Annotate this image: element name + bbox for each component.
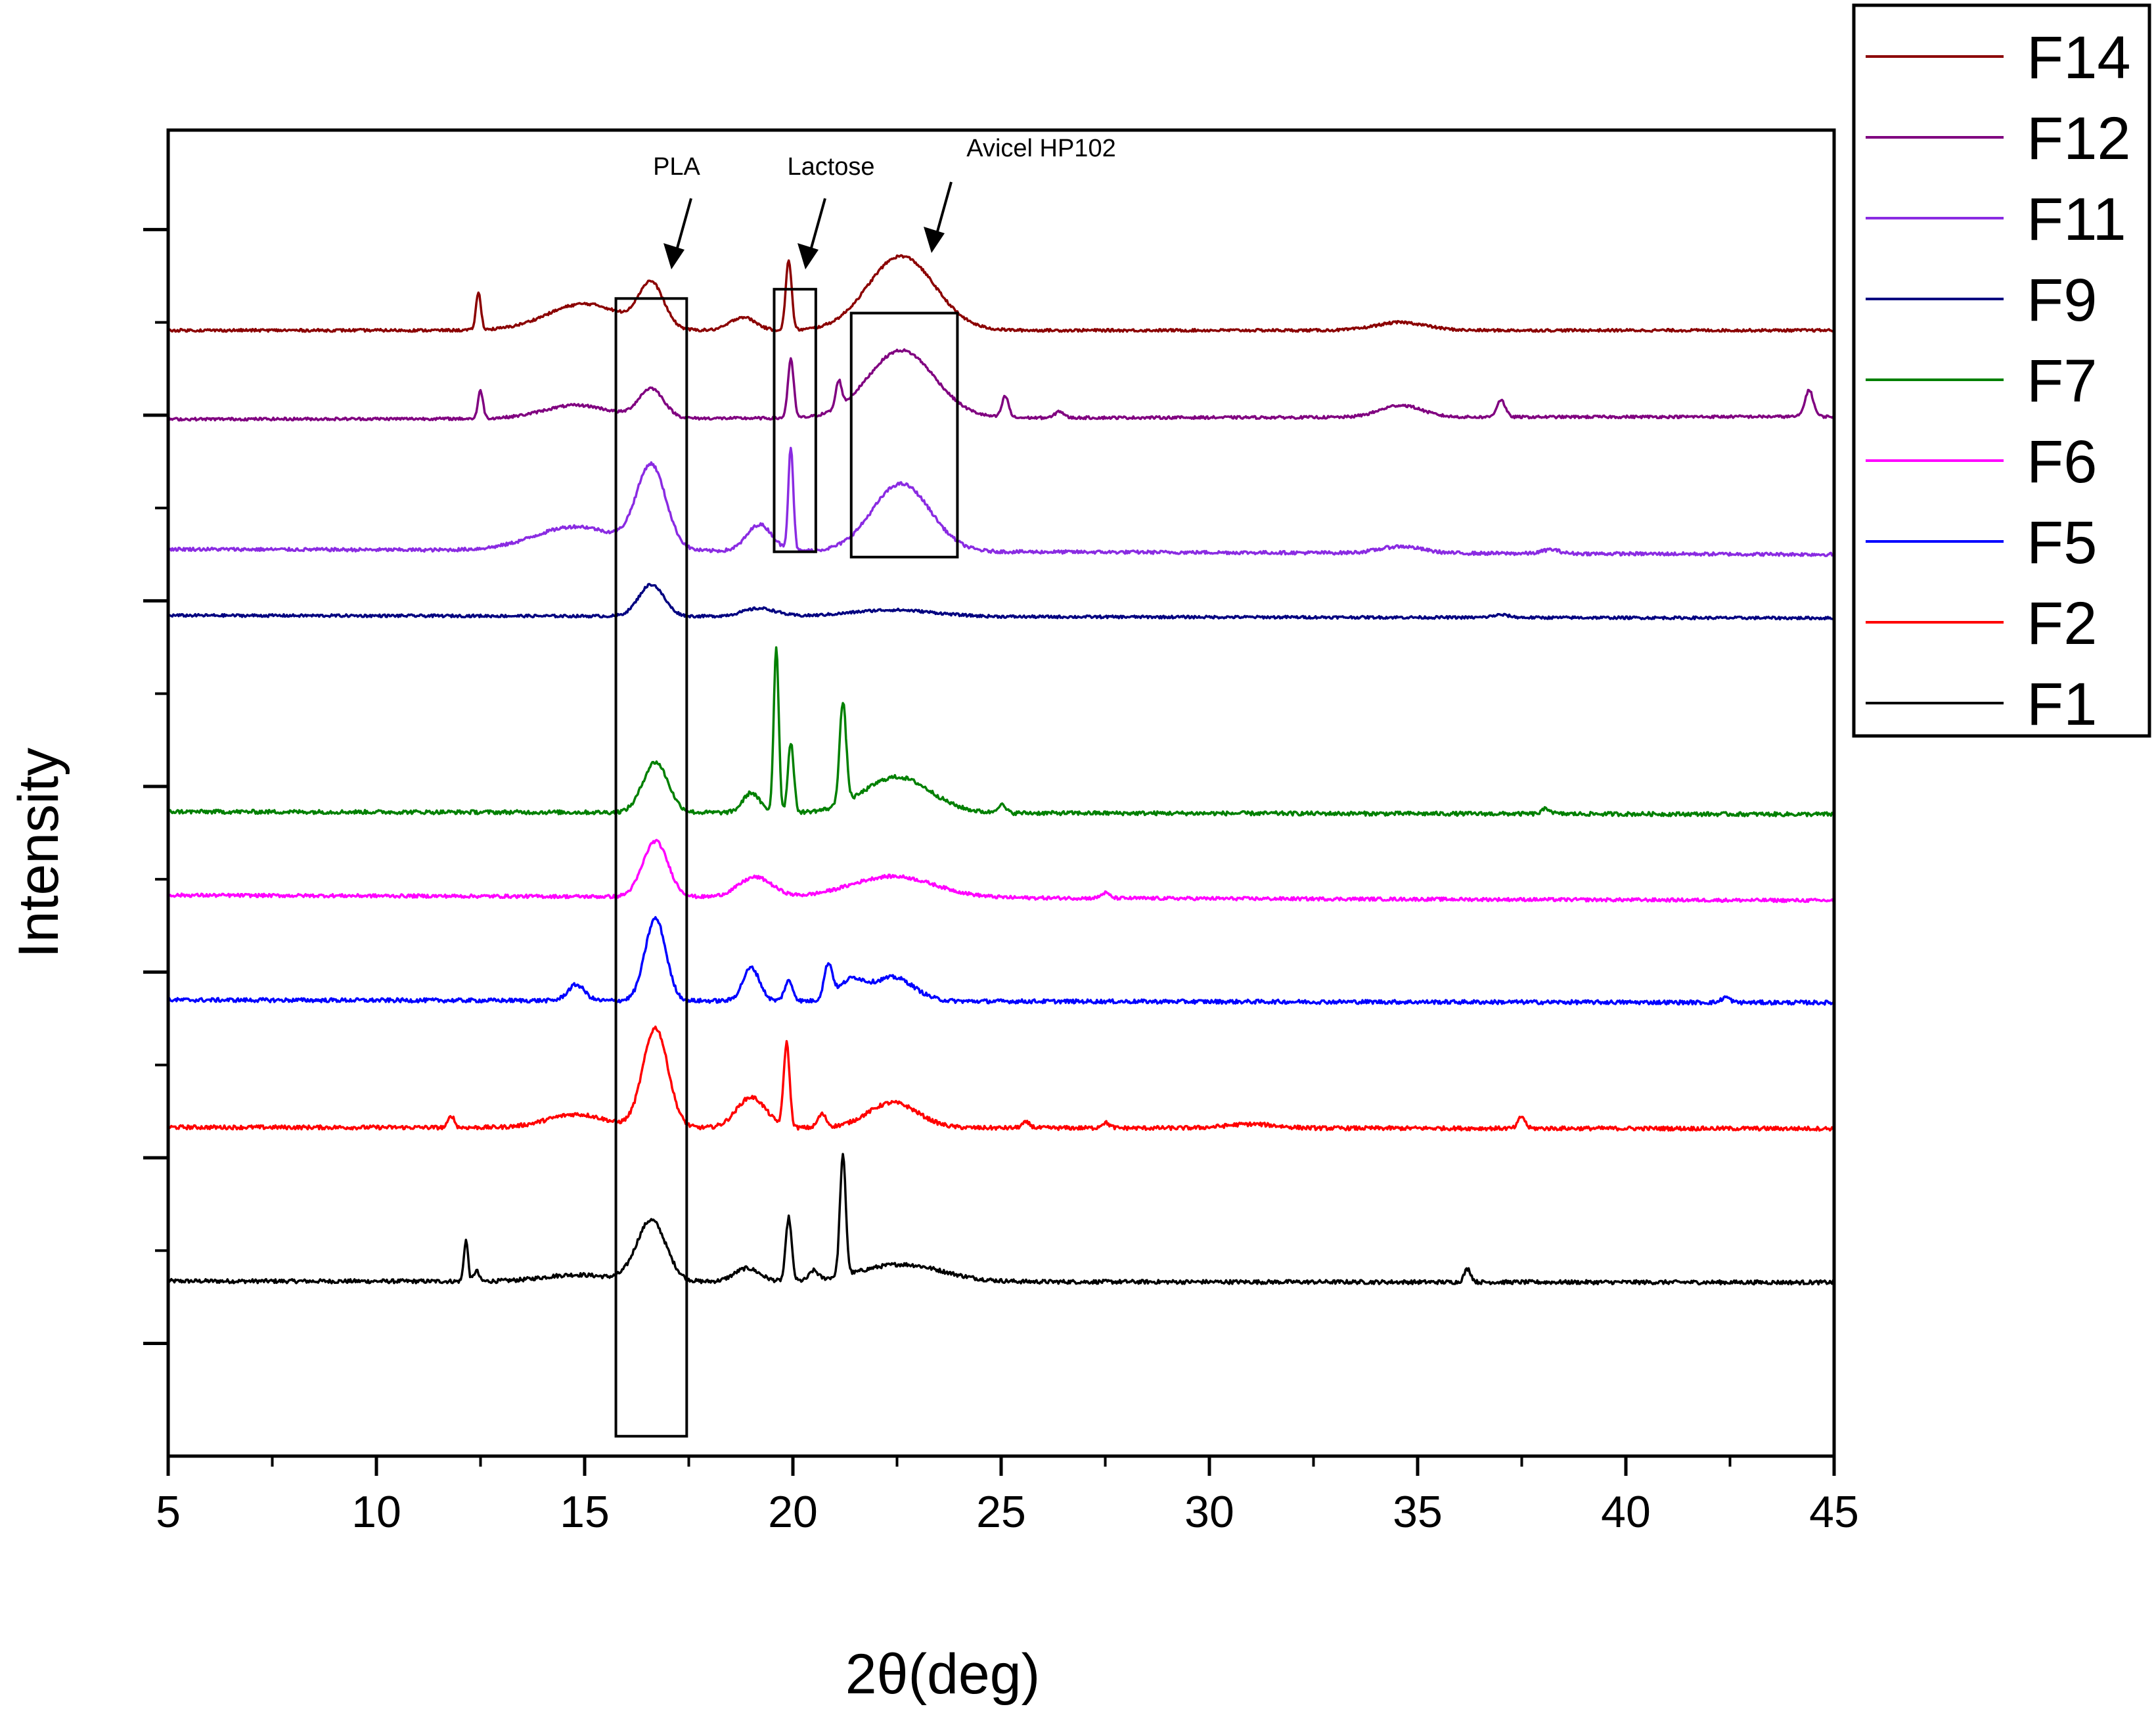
series-layer	[167, 254, 1835, 1286]
annotation-label: Lactose	[787, 153, 874, 181]
legend-label-f5: F5	[2027, 509, 2097, 576]
series-line-f9	[168, 583, 1835, 621]
legend-box	[1852, 3, 2151, 738]
annotation-box	[849, 311, 959, 559]
annotation-arrow	[674, 198, 692, 256]
x-tick-label: 30	[1184, 1487, 1234, 1537]
legend: F14 F12 F11 F9 F7 F6 F5 F2 F1	[1852, 3, 2151, 738]
legend-label-f7: F7	[2027, 348, 2097, 415]
legend-label-f12: F12	[2027, 105, 2131, 172]
legend-label-f2: F2	[2027, 590, 2097, 657]
annotation-label: Avicel HP102	[966, 135, 1115, 162]
x-tick-label: 5	[156, 1487, 181, 1537]
series-line-f11	[168, 446, 1835, 557]
legend-label-f14: F14	[2027, 24, 2131, 91]
x-tick-label: 10	[351, 1487, 401, 1537]
legend-label-f6: F6	[2027, 428, 2097, 495]
axis-layer: 5 10 15 20 25 30 35 40 45	[143, 128, 1859, 1537]
legend-label-f1: F1	[2027, 671, 2097, 738]
series-line-f2	[168, 1025, 1835, 1132]
x-tick-label: 25	[976, 1487, 1026, 1537]
annotation-layer: PLA Lactose Avicel HP102	[614, 135, 1116, 1438]
x-tick-label: 15	[560, 1487, 610, 1537]
annotation-arrow-head	[663, 243, 685, 269]
annotation-label: PLA	[653, 153, 700, 181]
annotation-box	[773, 288, 817, 553]
x-tick-label: 40	[1601, 1487, 1651, 1537]
annotation-arrow	[808, 198, 826, 256]
series-line-f1	[167, 1153, 1835, 1286]
series-line-f12	[167, 348, 1835, 422]
legend-label-f9: F9	[2027, 267, 2097, 334]
x-axis-title: 2θ(deg)	[845, 1643, 1040, 1706]
series-line-f6	[168, 838, 1835, 903]
series-line-f14	[168, 254, 1835, 333]
legend-label-f11: F11	[2027, 186, 2126, 253]
x-tick-label: 45	[1809, 1487, 1859, 1537]
x-tick-label: 35	[1393, 1487, 1443, 1537]
annotation-arrow-head	[924, 227, 945, 253]
annotation-box	[614, 297, 688, 1438]
x-tick-label: 20	[768, 1487, 818, 1537]
annotation-arrow	[934, 181, 953, 239]
series-line-f5	[167, 916, 1835, 1006]
y-axis-title: Intensity	[7, 748, 70, 958]
series-line-f7	[168, 646, 1835, 817]
annotation-arrow-head	[797, 243, 819, 269]
